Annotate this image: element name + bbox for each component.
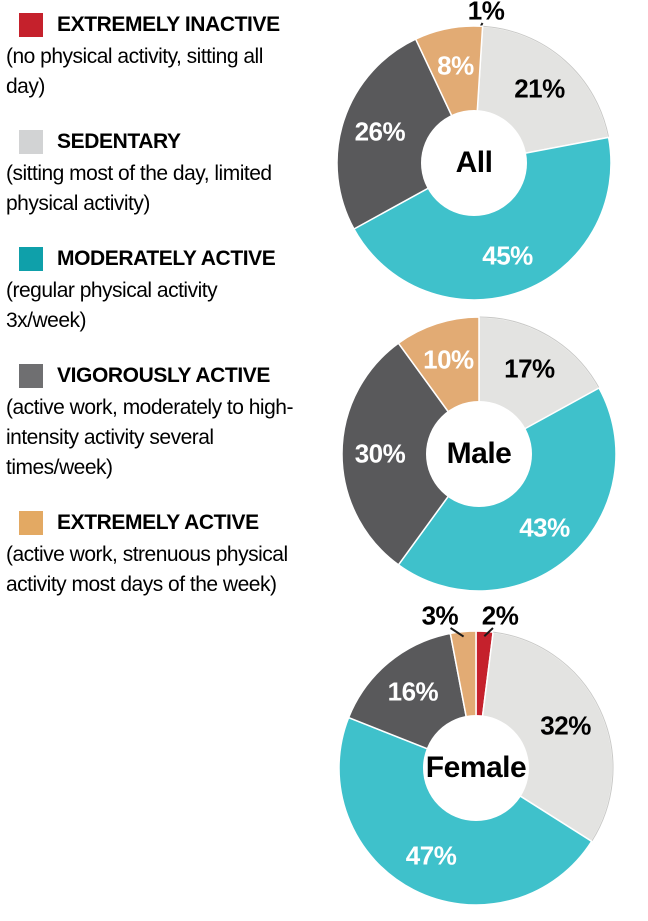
chart-center-label: Male [446,437,512,470]
slice-percent-label: 8% [437,50,474,81]
legend-item-description: (no physical activity, sitting all day) [6,45,263,98]
legend-swatch-icon [19,13,43,37]
legend-item-label: VIGOROUSLY ACTIVE [57,364,270,387]
slice-rim-hairline [493,631,614,842]
slice-percent-label: 17% [504,353,555,384]
legend-item: MODERATELY ACTIVE (regular physical activ… [6,244,298,336]
slice-rim-hairline [482,25,610,138]
donut-hole [423,715,529,821]
slice-percent-label: 32% [540,710,591,741]
legend: EXTREMELY INACTIVE (no physical activity,… [6,10,298,625]
donut-hole [426,401,532,507]
donut-chart-male: 17% 43% 30% 10% Male [319,282,639,612]
legend-item-description: (active work, strenuous physical activit… [6,543,288,596]
legend-item: SEDENTARY (sitting most of the day, limit… [6,127,298,219]
legend-item-label: EXTREMELY ACTIVE [57,511,259,534]
chart-center-label: Female [425,751,527,784]
legend-item: VIGOROUSLY ACTIVE (active work, moderatel… [6,361,298,483]
slice-percent-label: 26% [354,116,406,147]
slice-percent-label: 45% [482,240,533,271]
slice-percent-label: 30% [354,438,406,469]
label-leader-line [449,627,465,638]
donut-svg [338,627,614,906]
slice-percent-label: 16% [387,676,439,707]
donut-svg [336,22,612,301]
legend-item-label: MODERATELY ACTIVE [57,247,276,270]
legend-item: EXTREMELY INACTIVE (no physical activity,… [6,10,298,102]
legend-item-label: EXTREMELY INACTIVE [57,13,280,36]
donut-hole [421,110,527,216]
slice-rim-hairline [478,316,600,389]
legend-item: EXTREMELY ACTIVE (active work, strenuous … [6,508,298,600]
label-leader-line [483,627,494,637]
legend-swatch-icon [19,364,43,388]
slice-percent-label: 47% [405,840,457,871]
slice-percent-label: 21% [514,73,565,104]
legend-item-label: SEDENTARY [57,130,181,153]
legend-item-description: (sitting most of the day, limited physic… [6,162,272,215]
slice-percent-label: 2% [481,600,519,631]
slice-percent-label: 1% [467,0,505,26]
chart-center-label: All [455,146,493,179]
legend-swatch-icon [19,247,43,271]
slice-percent-label: 3% [421,600,459,631]
legend-item-description: (regular physical activity 3x/week) [6,279,218,332]
donut-chart-all: 1% 21% 45% 26% 8% All [314,0,634,321]
legend-swatch-icon [19,511,43,535]
slice-percent-label: 43% [519,512,570,543]
donut-svg [341,316,617,592]
slice-percent-label: 10% [423,344,474,375]
legend-item-description: (active work, moderately to high-intensi… [6,396,293,479]
pie-slice-moderately-active [352,136,612,301]
pie-slice-vigorously-active [341,342,480,566]
legend-swatch-icon [19,130,43,154]
donut-chart-female: 2% 32% 47% 16% 3% Female [316,596,636,921]
